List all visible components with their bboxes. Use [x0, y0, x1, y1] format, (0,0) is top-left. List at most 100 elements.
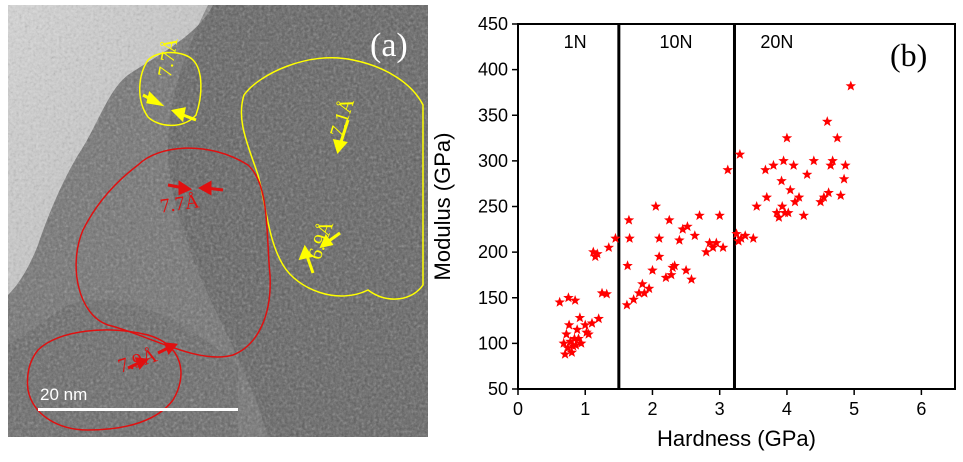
y-tick-label: 250	[478, 197, 508, 217]
yellow-region-2	[240, 56, 424, 300]
data-point	[808, 155, 819, 166]
data-point	[689, 230, 700, 241]
data-point	[771, 207, 783, 218]
panel-label-a: (a)	[370, 27, 408, 64]
data-point	[581, 326, 592, 337]
data-point	[717, 242, 729, 252]
data-point	[562, 342, 573, 353]
x-tick-label: 1	[580, 399, 590, 419]
y-tick-label: 400	[478, 60, 508, 80]
x-tick-label: 4	[782, 399, 792, 419]
data-point	[827, 155, 838, 166]
data-point	[760, 164, 771, 175]
data-point	[654, 251, 665, 262]
data-point	[818, 191, 830, 202]
data-point	[601, 288, 612, 299]
data-point	[654, 232, 665, 243]
data-point	[778, 155, 789, 166]
data-point	[669, 260, 680, 271]
data-point	[569, 295, 581, 305]
red-region-1	[75, 147, 271, 358]
data-point	[563, 319, 575, 330]
data-point	[783, 207, 794, 218]
data-point	[768, 159, 779, 170]
data-point	[748, 232, 759, 243]
data-point	[623, 214, 635, 225]
data-point	[781, 132, 793, 143]
data-point	[559, 348, 571, 359]
data-point	[558, 337, 569, 348]
data-point	[761, 191, 772, 202]
data-point	[567, 340, 579, 351]
data-point	[624, 232, 635, 243]
red-region-2	[26, 329, 182, 431]
data-point	[571, 324, 583, 335]
y-axis-label: Modulus (GPa)	[430, 133, 455, 281]
x-axis-label: Hardness (GPa)	[657, 426, 816, 451]
data-point	[740, 230, 751, 241]
data-point	[570, 339, 581, 350]
data-point	[832, 132, 843, 143]
data-point	[776, 175, 787, 186]
scale-bar	[38, 408, 238, 411]
data-point	[789, 196, 801, 207]
data-point	[650, 201, 662, 211]
data-point	[592, 248, 603, 259]
data-point	[593, 313, 604, 324]
data-point	[610, 232, 621, 243]
region-label-1: 1N	[564, 32, 587, 52]
tem-image	[8, 5, 428, 437]
data-point	[825, 159, 836, 170]
region-label-2: 10N	[659, 32, 692, 52]
data-point	[714, 210, 725, 221]
data-point	[621, 299, 633, 310]
scatter-chart-panel: 1N 10N 20N 0 1 2 3 4 5 6 50 100 150 200 250 300 350 400 4…	[430, 0, 963, 457]
data-point	[647, 264, 658, 275]
y-tick-label: 100	[478, 333, 508, 353]
x-tick-label: 5	[849, 399, 859, 419]
data-point	[823, 187, 834, 198]
data-point	[588, 246, 599, 257]
red-arrows	[127, 180, 224, 370]
data-point	[773, 212, 785, 222]
y-tick-label: 450	[478, 14, 508, 34]
x-tick-label: 2	[647, 399, 657, 419]
data-point	[788, 159, 799, 170]
data-point	[785, 184, 796, 195]
data-point	[751, 201, 762, 211]
data-point	[694, 210, 705, 221]
y-tick-label: 350	[478, 105, 508, 125]
data-point	[722, 164, 733, 175]
data-point	[736, 232, 747, 243]
data-point	[603, 242, 614, 252]
data-point	[639, 287, 650, 298]
region-label-3: 20N	[760, 32, 793, 52]
data-point	[815, 196, 826, 207]
y-tick-label: 300	[478, 151, 508, 171]
data-point	[664, 214, 675, 225]
y-tick-label: 50	[488, 379, 508, 399]
data-point	[561, 328, 572, 339]
data-point	[628, 294, 639, 304]
data-point	[707, 242, 719, 252]
scale-bar-label: 20 nm	[40, 385, 88, 404]
data-point	[682, 221, 693, 231]
data-point	[686, 274, 697, 284]
panel-label-b: (b)	[890, 37, 927, 73]
data-point	[701, 246, 712, 257]
data-point	[660, 272, 672, 283]
data-point	[734, 149, 746, 159]
data-point	[566, 347, 577, 357]
data-point	[580, 319, 591, 330]
data-point	[565, 336, 576, 346]
data-point	[711, 237, 722, 248]
data-point	[674, 234, 685, 245]
data-point	[777, 201, 788, 211]
data-point	[583, 328, 594, 339]
data-point	[840, 159, 851, 170]
x-tick-label: 6	[916, 399, 926, 419]
data-point	[731, 228, 742, 239]
data-point	[838, 173, 850, 184]
data-point	[822, 116, 833, 127]
data-point	[633, 287, 645, 298]
